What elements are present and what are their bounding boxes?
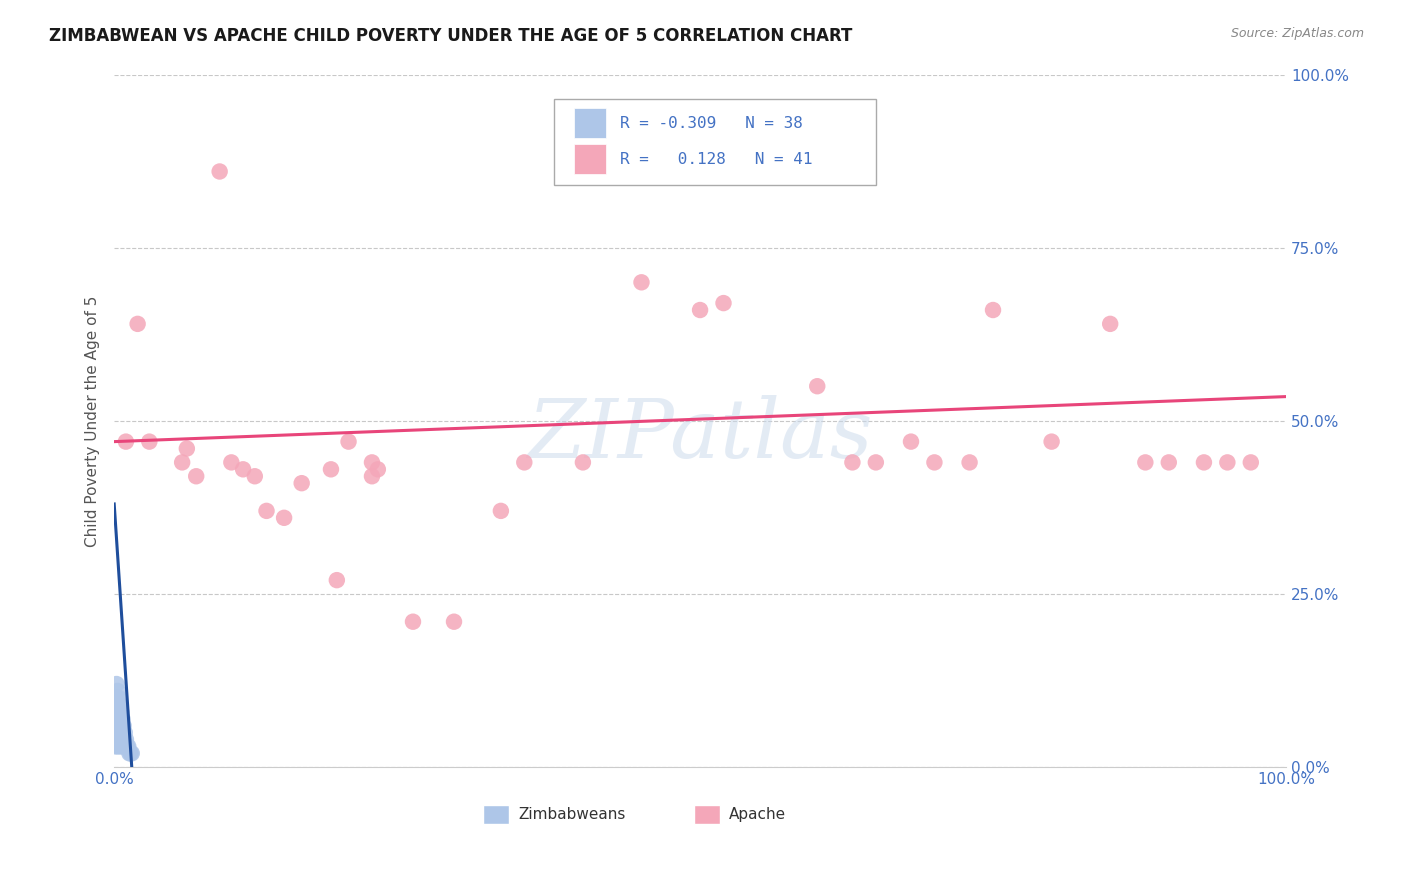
Point	[112, 718, 135, 732]
Text: R =   0.128   N = 41: R = 0.128 N = 41	[620, 152, 813, 167]
Point	[107, 712, 129, 726]
Point	[981, 303, 1004, 318]
Bar	[695, 805, 720, 824]
Point	[118, 747, 141, 761]
Point	[1192, 455, 1215, 469]
Text: R = -0.309   N = 38: R = -0.309 N = 38	[620, 115, 803, 130]
Point	[232, 462, 254, 476]
Text: ZIMBABWEAN VS APACHE CHILD POVERTY UNDER THE AGE OF 5 CORRELATION CHART: ZIMBABWEAN VS APACHE CHILD POVERTY UNDER…	[49, 27, 852, 45]
Point	[121, 747, 143, 761]
Point	[900, 434, 922, 449]
Point	[186, 469, 208, 483]
Point	[117, 739, 139, 754]
Point	[256, 504, 278, 518]
Point	[1240, 455, 1263, 469]
Bar	[574, 109, 606, 137]
Bar	[484, 805, 509, 824]
Point	[108, 739, 131, 754]
Point	[110, 718, 132, 732]
Point	[110, 732, 132, 747]
Point	[443, 615, 465, 629]
Point	[361, 455, 384, 469]
Point	[107, 725, 129, 739]
Point	[713, 296, 735, 310]
Point	[104, 725, 127, 739]
Point	[111, 725, 134, 739]
FancyBboxPatch shape	[554, 99, 876, 186]
Point	[1135, 455, 1157, 469]
Point	[115, 732, 138, 747]
Point	[367, 462, 389, 476]
Point	[111, 739, 134, 754]
Point	[115, 434, 138, 449]
Point	[689, 303, 711, 318]
Point	[841, 455, 863, 469]
Point	[865, 455, 887, 469]
Point	[326, 573, 349, 587]
Y-axis label: Child Poverty Under the Age of 5: Child Poverty Under the Age of 5	[86, 295, 100, 547]
Point	[105, 677, 128, 691]
Point	[105, 690, 128, 705]
Point	[1216, 455, 1239, 469]
Point	[108, 732, 131, 747]
Point	[221, 455, 243, 469]
Point	[489, 504, 512, 518]
Point	[114, 725, 136, 739]
Point	[108, 725, 131, 739]
Point	[108, 712, 131, 726]
Point	[108, 718, 131, 732]
Text: Apache: Apache	[730, 806, 786, 822]
Point	[361, 469, 384, 483]
Point	[243, 469, 266, 483]
Point	[112, 732, 135, 747]
Point	[108, 690, 131, 705]
Point	[319, 462, 342, 476]
Point	[138, 434, 160, 449]
Point	[176, 442, 198, 456]
Point	[120, 747, 142, 761]
Point	[924, 455, 946, 469]
Point	[111, 712, 134, 726]
Point	[104, 739, 127, 754]
Point	[108, 705, 131, 719]
Point	[115, 739, 138, 754]
Point	[1040, 434, 1063, 449]
Point	[105, 718, 128, 732]
Point	[127, 317, 149, 331]
Point	[630, 275, 652, 289]
Text: ZIPatlas: ZIPatlas	[527, 394, 873, 475]
Point	[114, 739, 136, 754]
Point	[806, 379, 828, 393]
Point	[110, 705, 132, 719]
Point	[337, 434, 360, 449]
Point	[959, 455, 981, 469]
Bar	[574, 145, 606, 174]
Point	[1157, 455, 1180, 469]
Point	[108, 698, 131, 712]
Point	[291, 476, 314, 491]
Point	[402, 615, 425, 629]
Point	[172, 455, 194, 469]
Point	[1099, 317, 1122, 331]
Point	[107, 698, 129, 712]
Point	[273, 511, 295, 525]
Point	[513, 455, 536, 469]
Point	[115, 739, 138, 754]
Point	[105, 705, 128, 719]
Text: Source: ZipAtlas.com: Source: ZipAtlas.com	[1230, 27, 1364, 40]
Point	[107, 739, 129, 754]
Point	[572, 455, 595, 469]
Point	[208, 164, 231, 178]
Point	[104, 712, 127, 726]
Text: Zimbabweans: Zimbabweans	[519, 806, 626, 822]
Point	[105, 732, 128, 747]
Point	[107, 684, 129, 698]
